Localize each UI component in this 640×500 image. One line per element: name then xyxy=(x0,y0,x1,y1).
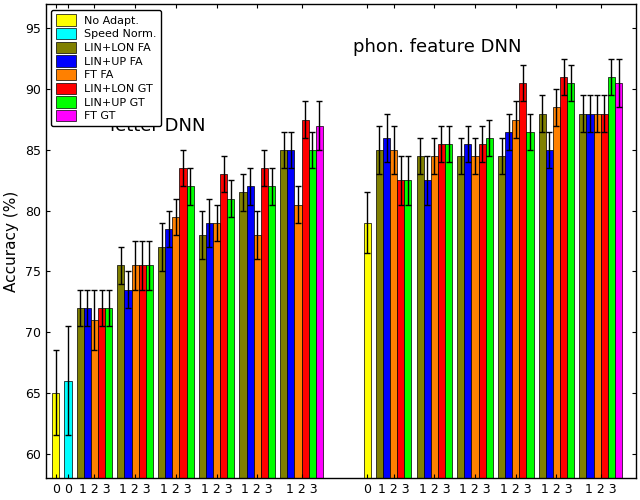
Bar xyxy=(117,266,124,478)
Bar xyxy=(213,223,220,478)
Bar xyxy=(431,156,438,478)
Bar xyxy=(316,126,323,478)
Bar xyxy=(383,138,390,478)
Bar xyxy=(579,114,586,478)
Bar xyxy=(206,223,213,478)
Bar xyxy=(239,192,246,478)
Bar xyxy=(438,144,445,478)
Bar xyxy=(132,266,139,478)
Bar xyxy=(220,174,227,478)
Bar xyxy=(586,114,593,478)
Bar xyxy=(91,320,98,478)
Bar xyxy=(98,308,105,478)
Bar xyxy=(105,308,112,478)
Bar xyxy=(287,150,294,478)
Bar xyxy=(294,204,301,478)
Bar xyxy=(172,217,179,478)
Bar xyxy=(179,168,186,478)
Bar xyxy=(261,168,268,478)
Bar xyxy=(479,144,486,478)
Bar xyxy=(567,83,574,478)
Y-axis label: Accuracy (%): Accuracy (%) xyxy=(4,190,19,292)
Bar xyxy=(301,120,308,478)
Bar xyxy=(465,144,472,478)
Bar xyxy=(268,186,275,478)
Bar xyxy=(364,223,371,478)
Bar xyxy=(615,83,622,478)
Bar xyxy=(601,114,608,478)
Bar xyxy=(593,114,601,478)
Bar xyxy=(246,186,253,478)
Bar xyxy=(199,235,206,478)
Bar xyxy=(139,266,146,478)
Bar xyxy=(553,108,560,478)
Bar xyxy=(158,247,165,478)
Bar xyxy=(519,83,527,478)
Bar xyxy=(486,138,493,478)
Legend: No Adapt., Speed Norm., LIN+LON FA, LIN+UP FA, FT FA, LIN+LON GT, LIN+UP GT, FT : No Adapt., Speed Norm., LIN+LON FA, LIN+… xyxy=(51,10,161,126)
Bar xyxy=(165,229,172,478)
Bar xyxy=(560,77,567,478)
Bar xyxy=(390,150,397,478)
Bar xyxy=(417,156,424,478)
Bar xyxy=(472,156,479,478)
Bar xyxy=(124,290,132,478)
Bar xyxy=(308,150,316,478)
Bar xyxy=(539,114,546,478)
Bar xyxy=(84,308,91,478)
Bar xyxy=(505,132,512,478)
Text: phon. feature DNN: phon. feature DNN xyxy=(353,38,522,56)
Bar xyxy=(608,77,615,478)
Bar xyxy=(280,150,287,478)
Bar xyxy=(527,132,534,478)
Bar xyxy=(376,150,383,478)
Bar xyxy=(424,180,431,478)
Bar xyxy=(397,180,404,478)
Bar xyxy=(65,381,72,478)
Bar xyxy=(253,235,261,478)
Bar xyxy=(227,198,234,478)
Bar xyxy=(457,156,465,478)
Bar xyxy=(146,266,153,478)
Bar xyxy=(404,180,412,478)
Bar xyxy=(186,186,194,478)
Bar xyxy=(445,144,452,478)
Bar xyxy=(546,150,553,478)
Bar xyxy=(512,120,519,478)
Bar xyxy=(52,393,60,478)
Bar xyxy=(77,308,84,478)
Bar xyxy=(498,156,505,478)
Text: letter DNN: letter DNN xyxy=(110,116,205,134)
